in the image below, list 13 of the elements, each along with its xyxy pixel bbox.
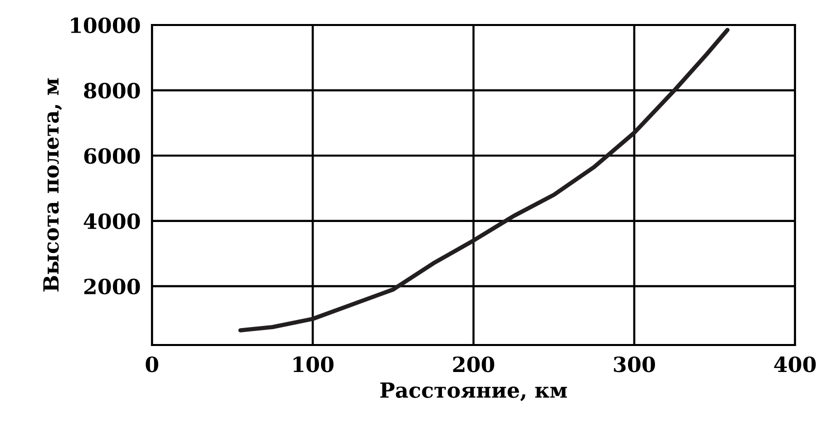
x-tick-label: 0 bbox=[146, 356, 158, 372]
x-tick-label: 400 bbox=[774, 356, 816, 372]
x-tick-label: 300 bbox=[614, 356, 656, 372]
x-axis-title: Расстояние, км bbox=[380, 382, 567, 402]
y-tick-label: 2000 bbox=[84, 278, 140, 294]
y-tick-label: 10000 bbox=[70, 17, 140, 34]
line-series bbox=[238, 28, 730, 332]
y-tick-label: 8000 bbox=[84, 82, 140, 99]
y-axis-title: Высота полета, м bbox=[43, 78, 62, 292]
y-tick-label: 6000 bbox=[84, 148, 140, 164]
x-tick-label: 200 bbox=[453, 356, 494, 372]
y-tick-label: 4000 bbox=[84, 213, 140, 230]
x-tick-label: 100 bbox=[294, 356, 334, 372]
